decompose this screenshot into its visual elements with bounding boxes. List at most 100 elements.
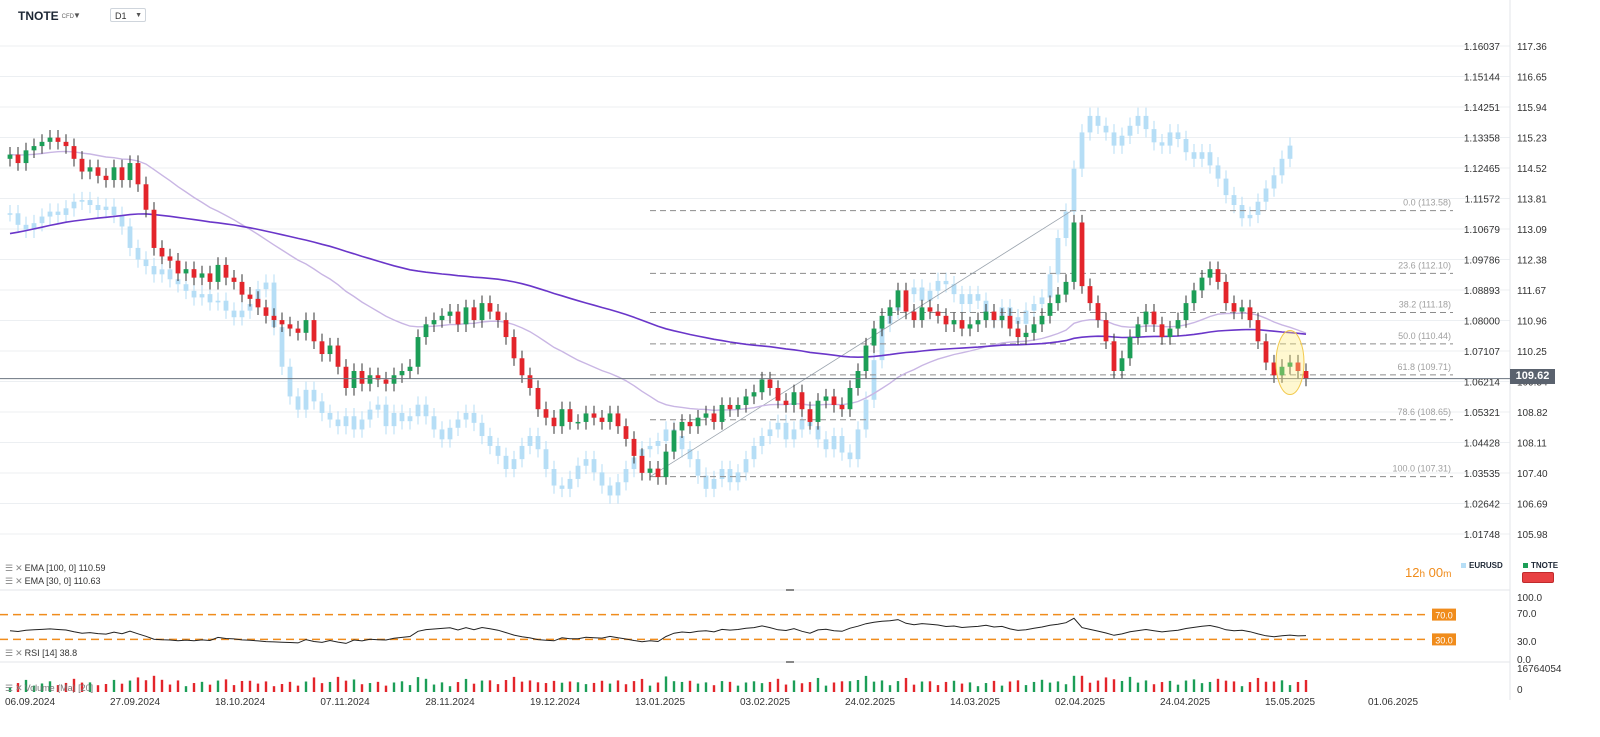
tnote-candle [311,320,317,342]
eurusd-candle [167,269,173,280]
tnote-candle [1039,315,1045,325]
volume-bar [952,680,956,692]
legend-tnote[interactable]: TNOTE [1523,561,1558,570]
volume-bar [176,680,180,692]
tnote-candle [351,371,357,388]
volume-bar [936,685,940,692]
symbol-dropdown-icon[interactable]: ▼ [73,11,81,20]
legend-eurusd[interactable]: EURUSD [1461,561,1503,570]
tnote-candle [1287,362,1293,367]
close-icon[interactable]: ✕ [15,563,23,573]
volume-bar [832,682,836,692]
tnote-candle [199,273,205,278]
eurusd-candle [687,449,693,460]
tnote-candle [263,307,269,316]
eurusd-candle [335,419,341,427]
eurusd-candle [383,404,389,427]
tnote-candle [383,379,389,384]
volume-bar [1144,680,1148,692]
tnote-candle [1095,303,1101,321]
tnote-candle [1271,362,1277,376]
ema100-legend[interactable]: ☰ ✕ EMA [100, 0] 110.59 [5,563,106,574]
volume-bar [144,680,148,692]
tnote-candle [759,379,765,393]
menu-icon[interactable]: ☰ [5,576,14,586]
close-icon[interactable]: ✕ [15,576,23,586]
volume-bar [600,680,604,692]
volume-bar [1296,681,1300,692]
volume-bar [528,680,532,692]
volume-bar [352,679,356,692]
tnote-candle [655,468,661,478]
volume-bar [312,677,316,692]
eurusd-candle [719,469,725,479]
tnote-candle [39,141,45,147]
tnote-candle [1191,290,1197,304]
tnote-candle [695,417,701,427]
tnote-candle [375,375,381,380]
volume-bar [1248,682,1252,692]
tnote-candle [1207,269,1213,278]
volume-bar [1104,677,1108,692]
eurusd-candle [911,287,917,295]
eurusd-candle [1103,125,1109,133]
volume-bar [208,684,212,692]
x-tick-label: 02.04.2025 [1055,697,1105,708]
volume-bar [992,680,996,692]
eurusd-candle [23,224,29,230]
volume-bar [808,682,812,692]
y-right-tick: 108.11 [1517,439,1547,450]
eurusd-candle [319,401,325,413]
volume-bar [568,681,572,692]
eurusd-candle [591,459,597,473]
ema100-line [9,213,1307,359]
eurusd-candle [1191,152,1197,159]
tnote-candle [1015,328,1021,338]
volume-bar [840,681,844,692]
volume-bar [344,680,348,692]
tnote-candle [359,371,365,384]
ema30-legend[interactable]: ☰ ✕ EMA [30, 0] 110.63 [5,576,101,587]
timeframe-select[interactable]: D1 ▼ [110,8,146,22]
tnote-candle [1119,358,1125,372]
eurusd-candle [863,399,869,430]
menu-icon[interactable]: ☰ [5,648,14,658]
volume-bar [408,685,412,692]
x-tick-label: 28.11.2024 [425,697,475,708]
tnote-candle [439,315,445,321]
menu-icon[interactable]: ☰ [5,563,14,573]
close-icon[interactable]: ✕ [15,683,23,693]
volume-bar [80,682,84,692]
volume-legend[interactable]: ☰ ✕ Volume (Ma) [20] [5,683,93,694]
eurusd-candle [1151,129,1157,143]
eurusd-candle [463,412,469,420]
menu-icon[interactable]: ☰ [5,683,14,693]
fib-level-label: 61.8 (109.71) [1397,362,1451,372]
eurusd-candle [279,327,285,367]
volume-bar [464,678,468,692]
volume-bar [264,681,268,692]
volume-bar [448,686,452,692]
eurusd-candle [503,455,509,470]
symbol-name[interactable]: TNOTE [18,9,59,23]
volume-bar [1184,680,1188,692]
eurusd-candle [423,404,429,417]
volume-bar [416,677,420,692]
volume-bar [920,681,924,692]
eurusd-candle [1023,310,1029,324]
symbol-title[interactable]: TNOTE CFD [18,9,74,23]
volume-bar [1048,682,1052,692]
volume-bar [456,682,460,692]
volume-bar [1280,680,1284,692]
volume-bar [472,683,476,692]
y-left-tick: 1.15144 [1464,73,1501,84]
rsi-legend[interactable]: ☰ ✕ RSI [14] 38.8 [5,648,77,659]
tnote-candle [103,175,109,181]
eurusd-candle [303,389,309,410]
tnote-candle [1055,294,1061,304]
eurusd-candle [1175,132,1181,140]
eurusd-candle [711,478,717,489]
close-icon[interactable]: ✕ [15,648,23,658]
legend-tnote-swatch[interactable] [1522,572,1554,583]
